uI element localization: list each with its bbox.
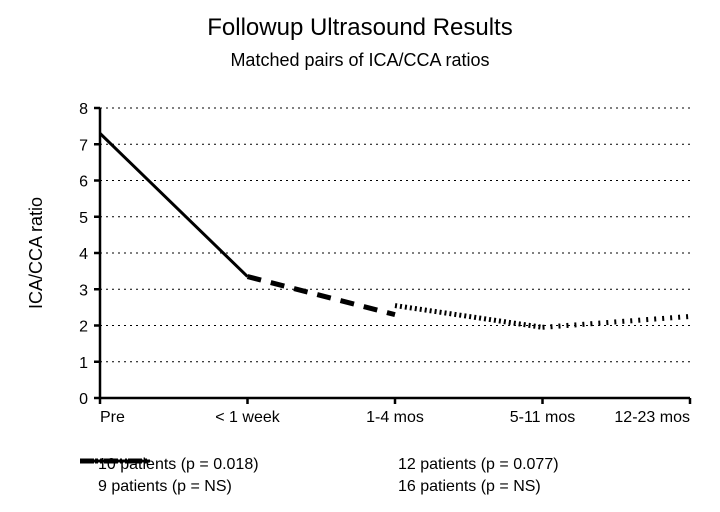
svg-text:< 1 week: < 1 week: [215, 409, 280, 426]
svg-text:0: 0: [79, 391, 88, 408]
legend-item-seg4: 16 patients (p = NS): [380, 478, 680, 496]
svg-text:ICA/CCA ratio: ICA/CCA ratio: [26, 197, 46, 309]
svg-text:Pre: Pre: [100, 409, 125, 426]
legend-label: 9 patients (p = NS): [98, 478, 232, 496]
legend-label: 16 patients (p = NS): [398, 478, 541, 496]
legend-swatch-seg4: [80, 456, 150, 466]
plot-svg: 0 1 2 3 4 5 6 7 8 Pre < 1 week 1-4 mos 5-11 mos 12-23…: [0, 0, 720, 512]
svg-text:5: 5: [79, 210, 88, 227]
svg-text:1-4 mos: 1-4 mos: [366, 409, 424, 426]
legend-label: 12 patients (p = 0.077): [398, 456, 559, 474]
svg-text:6: 6: [79, 174, 88, 191]
svg-text:2: 2: [79, 319, 88, 336]
svg-text:3: 3: [79, 282, 88, 299]
legend-row: 9 patients (p = NS) 16 patients (p = NS): [80, 478, 680, 496]
legend-item-seg2: 12 patients (p = 0.077): [380, 456, 680, 474]
legend-item-seg3: 9 patients (p = NS): [80, 478, 380, 496]
svg-text:5-11 mos: 5-11 mos: [510, 409, 576, 426]
svg-text:1: 1: [79, 355, 88, 372]
legend-row: 10 patients (p = 0.018) 12 patients (p =…: [80, 456, 680, 474]
svg-text:8: 8: [79, 101, 88, 118]
chart-root: Followup Ultrasound Results Matched pair…: [0, 0, 720, 512]
svg-text:7: 7: [79, 137, 88, 154]
legend: 10 patients (p = 0.018) 12 patients (p =…: [80, 456, 680, 500]
svg-text:4: 4: [79, 246, 88, 263]
svg-text:12-23 mos: 12-23 mos: [614, 409, 690, 426]
